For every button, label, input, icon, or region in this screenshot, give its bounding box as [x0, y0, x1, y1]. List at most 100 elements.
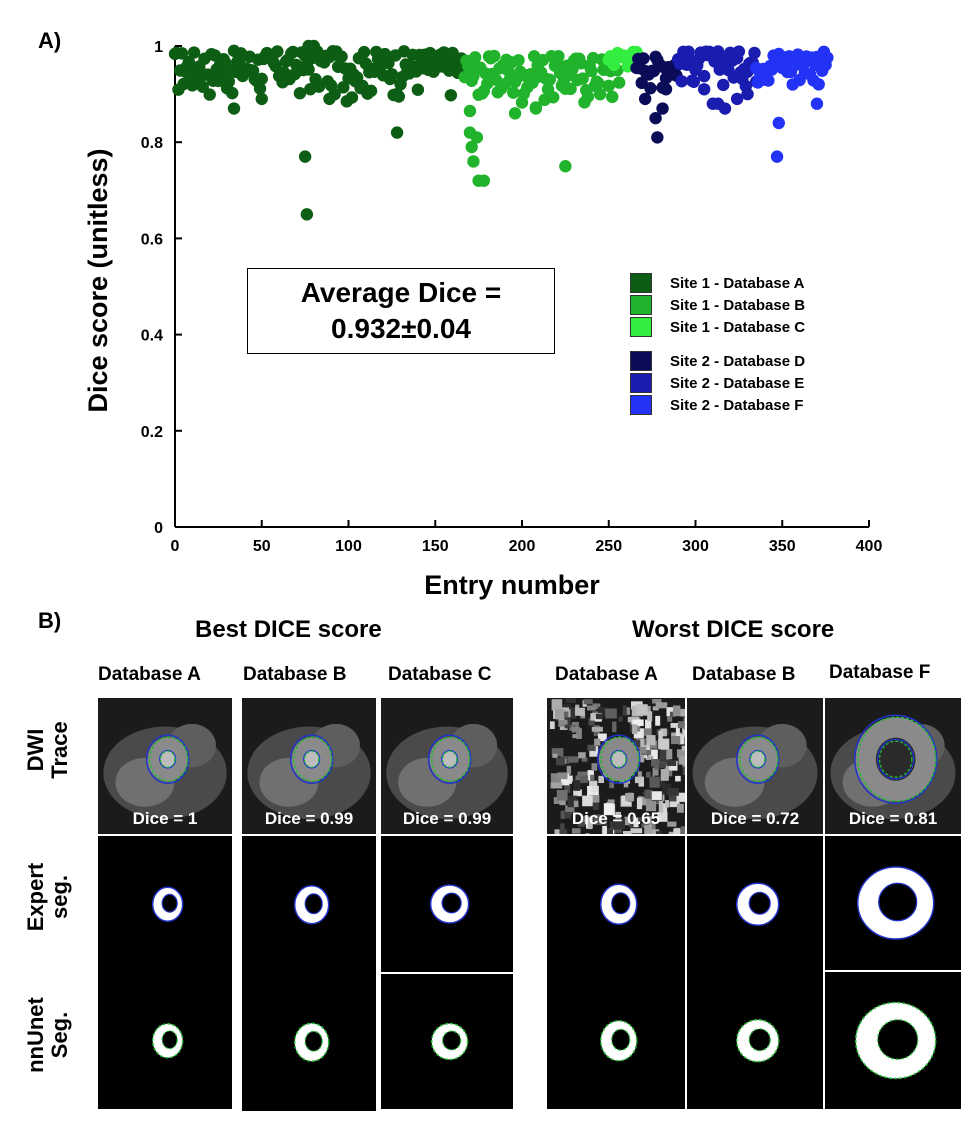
- legend-swatch: [630, 317, 652, 337]
- data-point: [770, 150, 784, 163]
- mask-cavity: [611, 892, 631, 915]
- noise-speck: [562, 711, 569, 717]
- noise-speck: [590, 774, 595, 782]
- legend-item: Site 2 - Database D: [630, 350, 805, 372]
- nnunet-contour: [600, 736, 640, 782]
- data-point: [717, 78, 730, 92]
- best-dice-title: Best DICE score: [195, 616, 382, 643]
- noise-speck: [570, 726, 581, 732]
- average-dice-line2: 0.932±0.04: [331, 313, 471, 344]
- mri-image: [854, 1001, 937, 1080]
- noise-speck: [603, 803, 614, 816]
- noise-speck: [652, 706, 659, 711]
- nnunet-contour: [441, 750, 458, 768]
- mri-image: [547, 698, 685, 834]
- noise-speck: [658, 730, 663, 742]
- noise-speck: [655, 715, 661, 726]
- mri-image: [430, 1022, 469, 1061]
- row-label-dwi: DWI Trace: [23, 690, 72, 810]
- mask-cavity: [748, 1028, 771, 1052]
- noise-speck: [595, 713, 603, 720]
- noise-speck: [673, 828, 681, 834]
- noise-speck: [551, 748, 564, 757]
- mri-image: [825, 698, 961, 834]
- noise-speck: [583, 699, 593, 705]
- noise-speck: [644, 825, 652, 834]
- data-point: [255, 92, 268, 106]
- mask-cavity: [878, 882, 918, 922]
- data-point: [293, 87, 307, 100]
- legend: Site 1 - Database A Site 1 - Database B …: [630, 272, 805, 416]
- noise-speck: [607, 799, 615, 807]
- dice-label: Dice = 0.72: [710, 809, 800, 828]
- nnunet-contour: [878, 740, 913, 778]
- y-tick-label: 0.8: [141, 135, 163, 152]
- data-point: [612, 76, 626, 89]
- noise-speck: [675, 727, 680, 738]
- mask-cavity: [611, 1028, 631, 1051]
- noise-speck: [556, 757, 565, 766]
- x-tick-label: 400: [856, 538, 883, 555]
- data-point: [222, 75, 235, 88]
- noise-speck: [564, 717, 571, 729]
- nnunet-contour: [292, 736, 333, 782]
- nnunet-contour: [159, 750, 176, 768]
- data-point: [468, 51, 482, 64]
- expert-seg-worst-b: [687, 836, 823, 1109]
- data-point: [345, 91, 359, 104]
- data-point: [392, 90, 406, 103]
- data-point: [175, 47, 189, 60]
- y-tick-label: 0: [154, 520, 163, 537]
- noise-speck: [591, 785, 599, 793]
- expert-contour: [735, 734, 780, 784]
- mri-image: [242, 698, 376, 834]
- y-tick-label: 0.4: [141, 328, 163, 345]
- noise-speck: [638, 817, 646, 822]
- noise-speck: [601, 829, 613, 834]
- noise-speck: [658, 738, 670, 750]
- noise-speck: [570, 707, 577, 719]
- noise-speck: [655, 702, 668, 709]
- panel-b-label: B): [38, 608, 62, 633]
- data-point: [656, 102, 669, 115]
- data-point: [444, 89, 458, 102]
- noise-speck: [618, 716, 623, 722]
- noise-speck: [575, 707, 585, 716]
- average-dice-annotation: Average Dice = 0.932±0.04: [247, 268, 555, 354]
- noise-speck: [649, 829, 660, 834]
- noise-speck: [580, 775, 589, 783]
- dice-label: Dice = 0.99: [402, 809, 492, 828]
- expert-seg-best-b: [242, 836, 376, 1111]
- mri-image: [600, 883, 638, 1062]
- data-point: [253, 82, 267, 95]
- x-tick-label: 300: [682, 538, 709, 555]
- dwi-best-a: Dice = 1: [98, 698, 232, 834]
- noise-speck: [660, 769, 669, 781]
- noise-speck: [647, 711, 653, 722]
- noise-speck: [593, 814, 603, 825]
- noise-speck: [645, 755, 654, 760]
- noise-speck: [560, 810, 566, 819]
- data-point: [507, 86, 520, 99]
- noise-speck: [652, 767, 659, 778]
- mri-image: [735, 882, 780, 1063]
- data-point: [470, 131, 484, 144]
- data-point: [638, 92, 652, 106]
- expert-contour: [440, 749, 459, 769]
- noise-speck: [615, 811, 622, 820]
- legend-swatch: [630, 395, 652, 415]
- data-point: [298, 150, 312, 163]
- data-point: [659, 83, 673, 96]
- noise-speck: [560, 823, 565, 834]
- expert-contour: [853, 714, 938, 804]
- data-point: [772, 116, 785, 130]
- noise-speck: [667, 821, 677, 827]
- data-point: [730, 92, 744, 106]
- expert-contour: [289, 734, 334, 784]
- noise-speck: [668, 794, 676, 803]
- noise-speck: [567, 797, 573, 809]
- nnunet-contour: [303, 750, 320, 768]
- data-point: [385, 68, 399, 81]
- data-point: [741, 87, 754, 101]
- data-point: [335, 50, 348, 63]
